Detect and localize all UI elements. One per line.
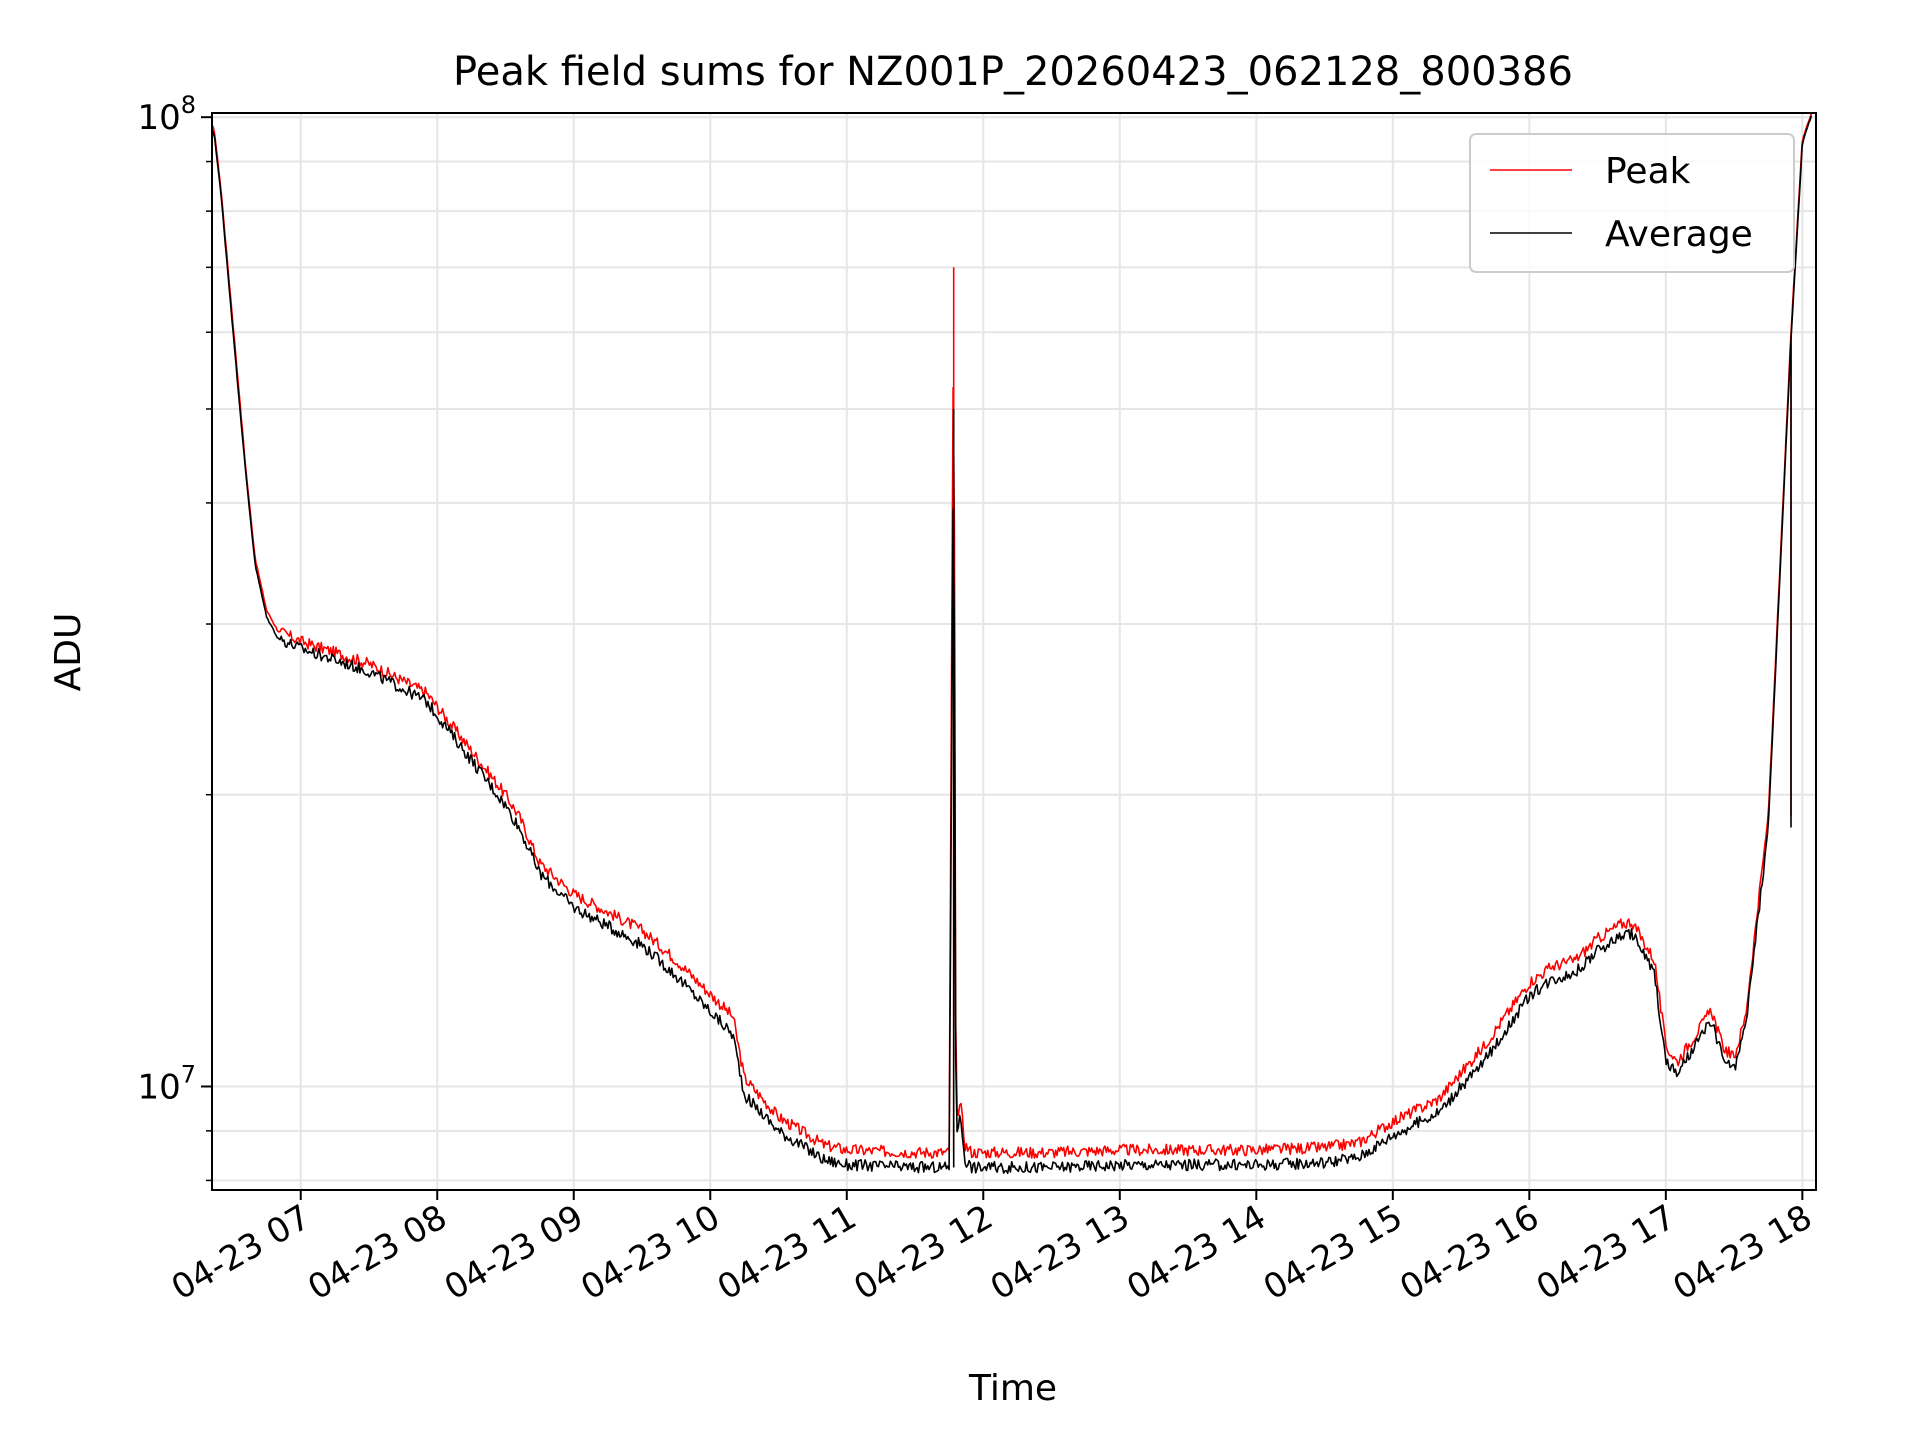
legend: Peak Average [1469, 133, 1795, 273]
y-tick-label-exponent: 7 [181, 1060, 196, 1088]
series-layer [211, 113, 1813, 1174]
plot-frame [211, 112, 1817, 1191]
legend-box [1469, 133, 1795, 273]
x-axis-label: Time [968, 1368, 1057, 1409]
legend-label-peak: Peak [1605, 151, 1691, 192]
chart-title: Peak field sums for NZ001P_20260423_0621… [453, 49, 1573, 95]
y-tick-label-base: 10 [137, 1067, 180, 1107]
y-tick-label-exponent: 8 [181, 91, 196, 119]
y-axis-label: ADU [48, 613, 89, 692]
y-tick-label: 108 [137, 91, 196, 138]
series-line-average [211, 115, 1813, 1174]
y-tick-label-base: 10 [137, 98, 180, 138]
legend-label-average: Average [1605, 214, 1753, 255]
y-tick-label: 107 [137, 1060, 196, 1107]
